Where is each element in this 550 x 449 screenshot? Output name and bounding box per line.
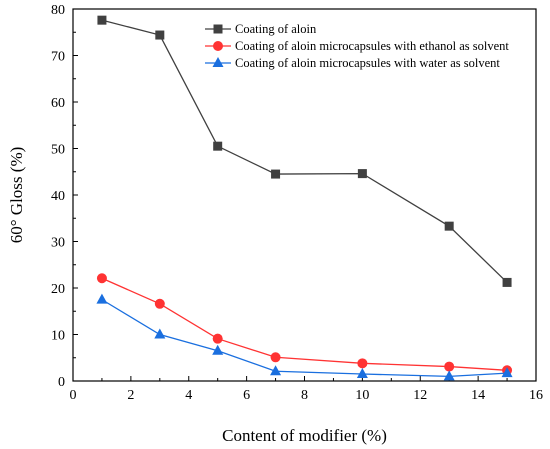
legend-label: Coating of aloin microcapsules with wate… bbox=[235, 56, 500, 70]
data-point bbox=[444, 361, 455, 372]
legend-item: Coating of aloin microcapsules with wate… bbox=[205, 56, 500, 70]
data-point bbox=[97, 15, 107, 25]
x-tick-label: 16 bbox=[529, 388, 543, 403]
legend-marker bbox=[213, 41, 223, 51]
data-point bbox=[155, 30, 165, 40]
series-line bbox=[101, 277, 508, 371]
y-tick-label: 50 bbox=[51, 143, 65, 158]
series-3 bbox=[96, 293, 513, 381]
y-tick-label: 80 bbox=[51, 3, 65, 18]
y-tick-label: 30 bbox=[51, 236, 65, 251]
x-tick-label: 2 bbox=[127, 388, 134, 403]
data-point bbox=[154, 328, 166, 339]
data-point bbox=[96, 293, 108, 304]
y-tick-label: 60 bbox=[51, 96, 65, 111]
legend-label: Coating of aloin microcapsules with etha… bbox=[235, 39, 509, 53]
x-tick-label: 12 bbox=[413, 388, 427, 403]
x-tick-label: 0 bbox=[70, 388, 77, 403]
data-point bbox=[212, 344, 224, 355]
x-tick-label: 14 bbox=[471, 388, 485, 403]
legend: Coating of aloin Coating of aloin microca… bbox=[205, 22, 509, 70]
data-point bbox=[213, 141, 223, 151]
data-point bbox=[154, 298, 165, 309]
x-tick-label: 10 bbox=[355, 388, 369, 403]
data-point bbox=[270, 365, 282, 376]
data-point bbox=[270, 352, 281, 363]
y-tick-label: 0 bbox=[58, 375, 65, 390]
x-axis-label: Content of modifier (%) bbox=[222, 426, 387, 445]
y-tick-label: 70 bbox=[51, 50, 65, 65]
data-point bbox=[502, 277, 512, 287]
legend-marker bbox=[213, 24, 223, 34]
y-axis-label: 60° Gloss (%) bbox=[7, 147, 26, 244]
legend-item: Coating of aloin microcapsules with etha… bbox=[205, 39, 509, 53]
x-axis: 0 2 4 6 8 10 12 14 16 bbox=[70, 376, 543, 403]
series-2 bbox=[96, 273, 513, 376]
data-point bbox=[356, 368, 368, 379]
data-point bbox=[443, 370, 455, 381]
y-axis: 0 10 20 30 40 50 60 70 80 bbox=[51, 3, 78, 390]
data-point bbox=[357, 358, 368, 369]
data-point bbox=[212, 333, 223, 344]
series-layer bbox=[96, 15, 513, 381]
legend-label: Coating of aloin bbox=[235, 22, 317, 36]
data-point bbox=[501, 367, 513, 378]
data-point bbox=[96, 273, 107, 284]
series-1 bbox=[97, 15, 512, 287]
legend-item: Coating of aloin bbox=[205, 22, 317, 36]
y-tick-label: 40 bbox=[51, 189, 65, 204]
data-point bbox=[444, 221, 454, 231]
x-tick-label: 4 bbox=[185, 388, 192, 403]
data-point bbox=[357, 169, 367, 179]
legend-marker bbox=[212, 57, 224, 67]
x-tick-label: 6 bbox=[243, 388, 250, 403]
y-tick-label: 20 bbox=[51, 282, 65, 297]
y-tick-label: 10 bbox=[51, 329, 65, 344]
data-point bbox=[271, 169, 281, 179]
x-tick-label: 8 bbox=[301, 388, 308, 403]
